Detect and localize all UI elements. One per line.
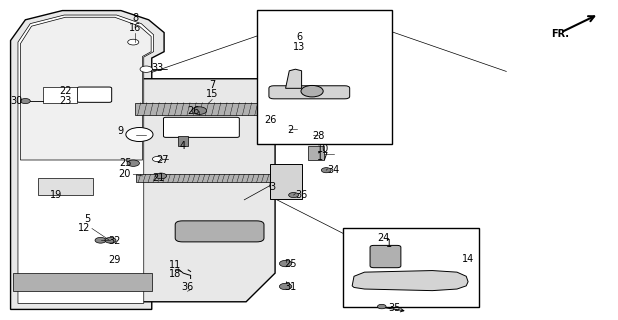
- Circle shape: [95, 237, 106, 243]
- Text: 1: 1: [386, 239, 392, 249]
- Circle shape: [153, 156, 163, 162]
- Text: 9: 9: [118, 126, 124, 136]
- Circle shape: [279, 260, 292, 267]
- Text: 27: 27: [156, 155, 169, 165]
- Text: 12: 12: [78, 223, 90, 233]
- Circle shape: [301, 85, 323, 97]
- Bar: [178, 136, 188, 146]
- Circle shape: [192, 107, 206, 115]
- Circle shape: [105, 237, 116, 243]
- Circle shape: [272, 116, 284, 122]
- Bar: [343, 228, 478, 307]
- Circle shape: [284, 126, 294, 131]
- Polygon shape: [352, 270, 468, 291]
- Circle shape: [321, 168, 331, 173]
- FancyBboxPatch shape: [269, 86, 350, 99]
- Text: 8: 8: [132, 13, 138, 23]
- Text: 20: 20: [118, 169, 130, 179]
- Bar: [270, 164, 302, 199]
- Text: 28: 28: [313, 131, 325, 141]
- Text: 16: 16: [129, 22, 142, 33]
- Circle shape: [140, 66, 153, 72]
- Circle shape: [128, 39, 139, 45]
- Text: 26: 26: [187, 106, 200, 116]
- Bar: [137, 174, 273, 182]
- Text: 22: 22: [59, 86, 72, 96]
- Text: 29: 29: [109, 255, 121, 265]
- Text: 34: 34: [328, 164, 340, 174]
- Text: 14: 14: [462, 254, 474, 264]
- Text: 2: 2: [287, 125, 293, 135]
- Text: 3: 3: [269, 182, 276, 192]
- Text: 4: 4: [179, 141, 185, 151]
- Circle shape: [279, 283, 292, 290]
- Bar: [43, 87, 77, 103]
- Bar: [13, 273, 152, 291]
- Bar: [135, 103, 273, 116]
- Circle shape: [289, 193, 298, 197]
- Text: 26: 26: [265, 115, 277, 125]
- Text: 36: 36: [295, 190, 308, 200]
- Text: 6: 6: [296, 32, 302, 42]
- Bar: [308, 146, 324, 160]
- Text: 25: 25: [284, 259, 297, 268]
- Circle shape: [307, 132, 319, 139]
- Text: 23: 23: [59, 96, 72, 106]
- Text: 36: 36: [182, 282, 193, 292]
- Circle shape: [20, 99, 30, 104]
- FancyBboxPatch shape: [77, 87, 112, 102]
- Text: 21: 21: [152, 172, 164, 182]
- Text: 18: 18: [169, 269, 181, 279]
- Text: 17: 17: [317, 152, 329, 162]
- FancyBboxPatch shape: [164, 117, 239, 137]
- Text: 10: 10: [317, 144, 329, 154]
- Text: 24: 24: [377, 233, 389, 243]
- Polygon shape: [133, 79, 275, 302]
- Text: 5: 5: [84, 214, 90, 224]
- Polygon shape: [11, 11, 164, 309]
- Circle shape: [378, 304, 386, 309]
- Polygon shape: [20, 17, 151, 160]
- Text: 15: 15: [206, 90, 218, 100]
- Circle shape: [127, 160, 140, 166]
- Circle shape: [126, 127, 153, 141]
- Text: FR.: FR.: [551, 29, 569, 39]
- Text: 31: 31: [284, 283, 297, 292]
- Text: 25: 25: [119, 158, 132, 168]
- Text: 13: 13: [293, 42, 305, 52]
- FancyBboxPatch shape: [175, 221, 264, 242]
- Bar: [256, 10, 392, 144]
- Text: 30: 30: [10, 96, 22, 106]
- FancyBboxPatch shape: [370, 245, 401, 268]
- Text: 11: 11: [169, 260, 181, 270]
- Text: 35: 35: [388, 303, 400, 313]
- Text: 7: 7: [209, 80, 215, 90]
- Polygon shape: [286, 69, 302, 88]
- Polygon shape: [18, 15, 154, 303]
- Text: 32: 32: [109, 236, 121, 246]
- Circle shape: [156, 173, 167, 179]
- Bar: [38, 178, 93, 195]
- Text: 19: 19: [50, 190, 62, 200]
- Text: 33: 33: [152, 63, 164, 73]
